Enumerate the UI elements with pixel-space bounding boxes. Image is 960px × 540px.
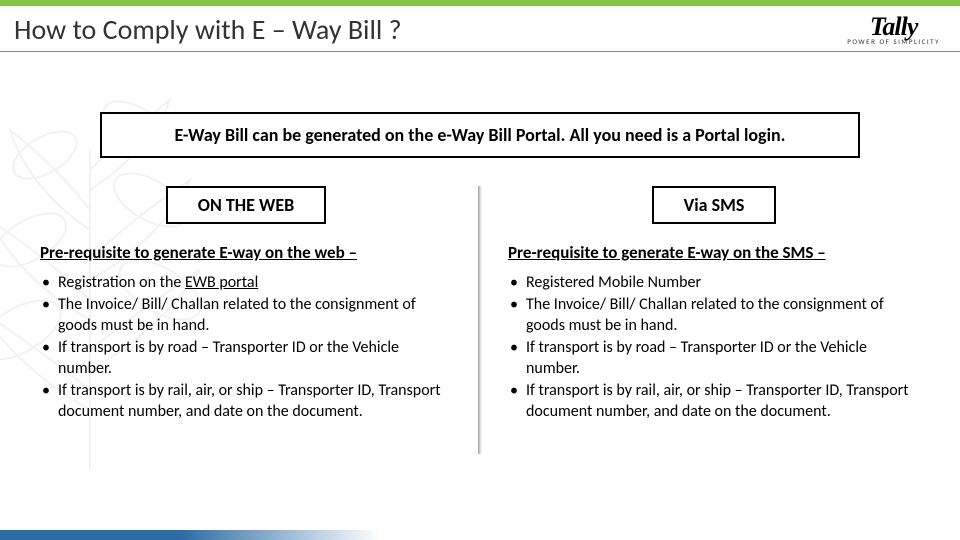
column-divider <box>478 186 482 454</box>
list-item-link[interactable]: EWB portal <box>185 273 258 292</box>
header: How to Comply with E – Way Bill ? Tally … <box>0 6 960 52</box>
right-subheading-suffix: – <box>813 242 825 263</box>
list-item: If transport is by rail, air, or ship – … <box>40 381 452 422</box>
list-item: Registration on the EWB portal <box>40 273 452 293</box>
left-column-label: ON THE WEB <box>166 186 326 224</box>
left-subheading: Pre-requisite to generate E-way on the w… <box>40 242 452 263</box>
left-column: ON THE WEB Pre-requisite to generate E-w… <box>40 186 480 424</box>
list-item-prefix: Registration on the <box>58 273 185 292</box>
right-column: Via SMS Pre-requisite to generate E-way … <box>480 186 920 424</box>
left-subheading-text: Pre-requisite to generate E-way on the w… <box>40 242 345 263</box>
list-item: If transport is by road – Transporter ID… <box>508 338 920 379</box>
logo-tagline: POWER OF SIMPLICITY <box>847 38 940 45</box>
content-area: E-Way Bill can be generated on the e-Way… <box>0 112 960 424</box>
left-bullet-list: Registration on the EWB portalThe Invoic… <box>40 273 452 422</box>
footer-accent-fade <box>180 530 380 540</box>
list-item: The Invoice/ Bill/ Challan related to th… <box>508 295 920 336</box>
page-title: How to Comply with E – Way Bill ? <box>14 12 402 47</box>
right-column-label: Via SMS <box>652 186 777 224</box>
left-subheading-suffix: – <box>345 242 357 263</box>
footer-accent-bar <box>0 530 180 540</box>
intro-banner: E-Way Bill can be generated on the e-Way… <box>100 112 860 158</box>
list-item: The Invoice/ Bill/ Challan related to th… <box>40 295 452 336</box>
list-item: If transport is by road – Transporter ID… <box>40 338 452 379</box>
logo: Tally POWER OF SIMPLICITY <box>847 14 940 45</box>
list-item: Registered Mobile Number <box>508 273 920 293</box>
list-item: If transport is by rail, air, or ship – … <box>508 381 920 422</box>
right-subheading-text: Pre-requisite to generate E-way on the S… <box>508 242 813 263</box>
two-column-layout: ON THE WEB Pre-requisite to generate E-w… <box>40 186 920 424</box>
right-bullet-list: Registered Mobile NumberThe Invoice/ Bil… <box>508 273 920 422</box>
right-subheading: Pre-requisite to generate E-way on the S… <box>508 242 920 263</box>
